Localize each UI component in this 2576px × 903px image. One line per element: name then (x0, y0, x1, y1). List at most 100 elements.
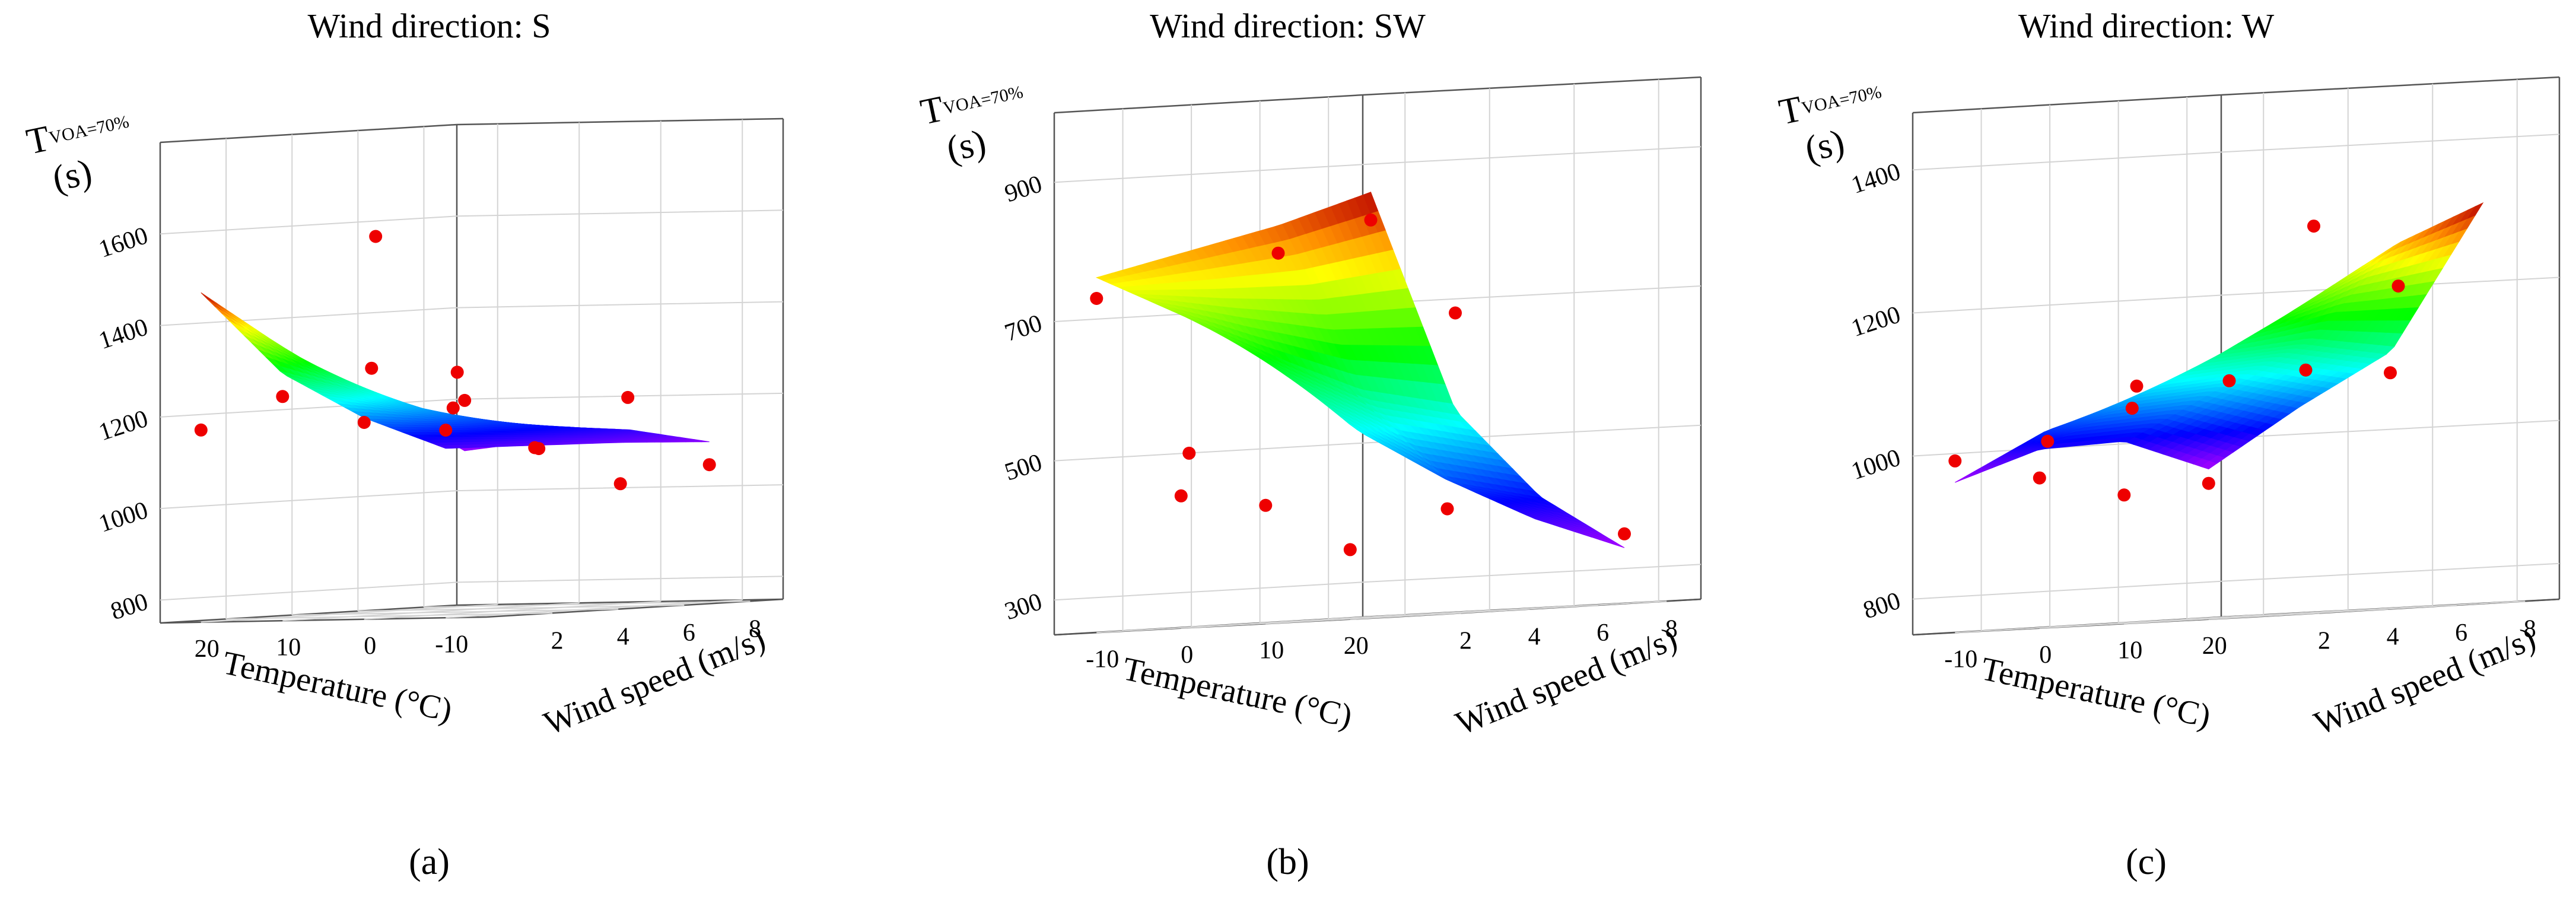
x-tick-label: -10 (435, 631, 468, 658)
data-point (2299, 363, 2313, 377)
data-point (1440, 502, 1454, 516)
gridline (364, 600, 661, 620)
data-point (532, 442, 546, 456)
gridline (160, 484, 784, 510)
gridline (201, 603, 498, 623)
data-points (1090, 213, 1631, 557)
data-point (1948, 454, 1962, 468)
z-axis-unit: (s) (943, 122, 990, 170)
data-point (1271, 246, 1285, 260)
surface-chart-sw: -10 0 10 20 2 4 6 8 300 500 700 900 Temperature (°C)… (917, 76, 1702, 742)
surface-cell (201, 292, 217, 306)
axis-edge (1362, 76, 1702, 96)
surface-chart-w: -10 0 10 20 2 4 6 8 800 1000 1200 1400 Temperature (… (1776, 76, 2561, 742)
y-axis-label: Wind speed (m/s) (1451, 620, 1682, 742)
x-tick-label: 0 (364, 632, 376, 660)
gridline (2187, 600, 2526, 620)
data-point (439, 424, 453, 437)
gridline (424, 600, 750, 608)
x-tick-label: 10 (1259, 637, 1284, 664)
data-point (450, 365, 464, 379)
gridlines (160, 119, 784, 623)
panel-b: Wind direction: SW -10 0 10 20 2 4 6 8 300 500 700… (858, 0, 1717, 903)
axis-edge (1912, 94, 2222, 114)
gridline (160, 209, 784, 235)
gridline (160, 575, 784, 601)
y-tick-label: 4 (2387, 624, 2399, 651)
gridline (1054, 564, 1702, 601)
data-point (702, 458, 716, 472)
data-point (276, 390, 290, 403)
gridline (160, 301, 784, 326)
data-point (2202, 476, 2215, 490)
z-axis-unit: (s) (1802, 122, 1848, 170)
gridline (446, 599, 743, 619)
axis-edge (2221, 76, 2560, 96)
surface-cell (438, 445, 454, 449)
gridline (292, 608, 619, 616)
gridline (1912, 562, 2560, 600)
chart-title: Wind direction: W (2018, 7, 2275, 45)
axis-edge (1054, 94, 1363, 114)
gridline (358, 605, 685, 612)
data-points (194, 230, 716, 491)
gridline (1912, 133, 2560, 171)
y-tick-label: 4 (617, 624, 629, 651)
response-surface (1955, 202, 2484, 483)
z-tick-label: 300 (1001, 588, 1045, 625)
gridline (1054, 146, 1702, 183)
data-point (2125, 402, 2139, 415)
surface-cell (2200, 460, 2218, 470)
z-tick-label: 1200 (96, 405, 151, 447)
y-tick-label: 6 (1597, 619, 1609, 647)
data-point (2384, 366, 2397, 380)
z-tick-label: 800 (1860, 587, 1904, 624)
axis-edge (486, 598, 784, 618)
axis-edge (456, 117, 784, 126)
data-point (2222, 374, 2236, 387)
data-point (1618, 527, 1631, 540)
gridline (226, 612, 553, 620)
z-tick-label: 1000 (1848, 444, 1904, 485)
x-axis-label: Temperature (°C) (1120, 650, 1355, 735)
gridline (1054, 424, 1702, 462)
y-tick-label: 2 (2318, 627, 2330, 654)
panel-label: (b) (1266, 842, 1309, 882)
x-tick-label: 20 (195, 635, 220, 663)
gridline (1912, 276, 2560, 314)
z-tick-label: 900 (1001, 170, 1045, 208)
z-tick-label: 800 (107, 588, 151, 625)
z-tick-label: 500 (1001, 449, 1045, 486)
y-tick-label: 6 (683, 619, 695, 647)
axis-edge (160, 604, 457, 624)
data-point (2130, 379, 2144, 393)
y-tick-label: 2 (551, 627, 564, 654)
y-tick-label: 8 (749, 615, 761, 643)
x-tick-label: 0 (2039, 641, 2052, 669)
data-point (1090, 292, 1103, 305)
data-point (369, 230, 383, 243)
data-point (1449, 306, 1462, 320)
z-tick-label: 1600 (96, 222, 151, 263)
data-point (194, 423, 208, 437)
data-point (2307, 220, 2320, 233)
panel-c: Wind direction: W -10 0 10 20 2 4 6 8 800 1000 120… (1717, 0, 2575, 903)
data-point (613, 477, 627, 491)
y-tick-label: 8 (1665, 615, 1678, 643)
data-point (1364, 213, 1378, 227)
y-tick-label: 6 (2455, 619, 2467, 647)
z-tick-label: 1000 (96, 497, 151, 538)
surface-chart-s: 20 10 0 -10 2 4 6 8 800 1000 1200 1400 1600 Temperatu… (23, 112, 784, 742)
x-tick-label: 20 (1344, 632, 1369, 660)
data-point (621, 390, 635, 404)
data-points (1948, 220, 2405, 502)
data-point (1174, 489, 1188, 503)
data-point (1259, 498, 1273, 512)
response-surface (1095, 192, 1625, 548)
tick-labels: -10 0 10 20 2 4 6 8 300 500 700 900 (1001, 170, 1678, 673)
x-axis-label: Temperature (°C) (220, 644, 455, 729)
data-point (1343, 543, 1357, 557)
axis-edge (160, 123, 457, 144)
axis-frame (159, 117, 784, 624)
y-axis-label: Wind speed (m/s) (539, 620, 770, 742)
